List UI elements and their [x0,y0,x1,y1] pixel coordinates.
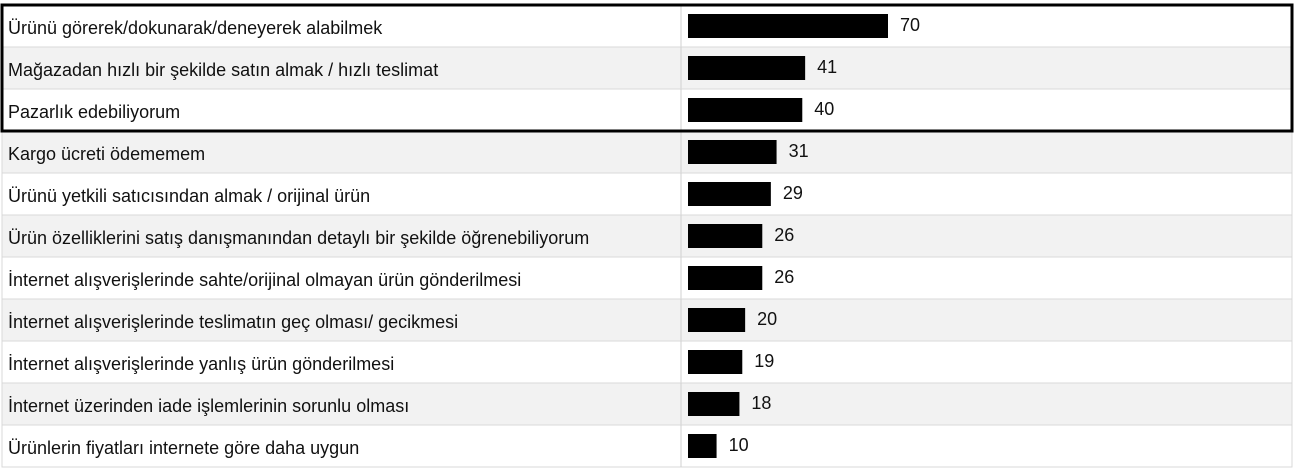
row-bg [1,130,1293,174]
bar [688,182,771,206]
value-label: 20 [757,309,777,329]
row-label: İnternet alışverişlerinde teslimatın geç… [8,312,458,332]
row-label: Mağazadan hızlı bir şekilde satın almak … [8,60,438,80]
row-bg [1,298,1293,342]
value-label: 10 [729,435,749,455]
row-label: Ürünlerin fiyatları internete göre daha … [8,438,359,458]
bar [688,308,746,332]
rows: Ürünü görerek/dokunarak/deneyerek alabil… [1,4,1293,468]
value-label: 18 [751,393,771,413]
bar [688,224,763,248]
value-label: 19 [754,351,774,371]
row-bg [1,214,1293,258]
row-label: Ürünü yetkili satıcısından almak / oriji… [8,186,370,206]
bar [688,392,740,416]
row-label: Ürün özelliklerini satış danışmanından d… [8,228,589,248]
row-label: Kargo ücreti ödememem [8,144,205,164]
row-bg [1,382,1293,426]
row-label: İnternet alışverişlerinde yanlış ürün gö… [8,354,394,374]
row-label: İnternet üzerinden iade işlemlerinin sor… [8,396,409,416]
row-label: Ürünü görerek/dokunarak/deneyerek alabil… [8,18,383,38]
bar [688,140,777,164]
row-bg [1,172,1293,216]
value-label: 29 [783,183,803,203]
bar [688,98,803,122]
highlight-box [0,3,1294,133]
value-label: 31 [789,141,809,161]
row-bg [1,256,1293,300]
value-label: 26 [774,267,794,287]
bar [688,56,806,80]
row-bg [1,46,1293,90]
bar [688,434,717,458]
value-label: 26 [774,225,794,245]
row-bg [1,4,1293,48]
value-label: 40 [814,99,834,119]
row-bg [1,424,1293,468]
bar [688,350,743,374]
row-label: Pazarlık edebiliyorum [8,102,180,122]
value-label: 70 [900,15,920,35]
row-label: İnternet alışverişlerinde sahte/orijinal… [8,270,521,290]
value-label: 41 [817,57,837,77]
row-bg [1,88,1293,132]
row-bg [1,340,1293,384]
bar [688,266,763,290]
bar [688,14,888,38]
